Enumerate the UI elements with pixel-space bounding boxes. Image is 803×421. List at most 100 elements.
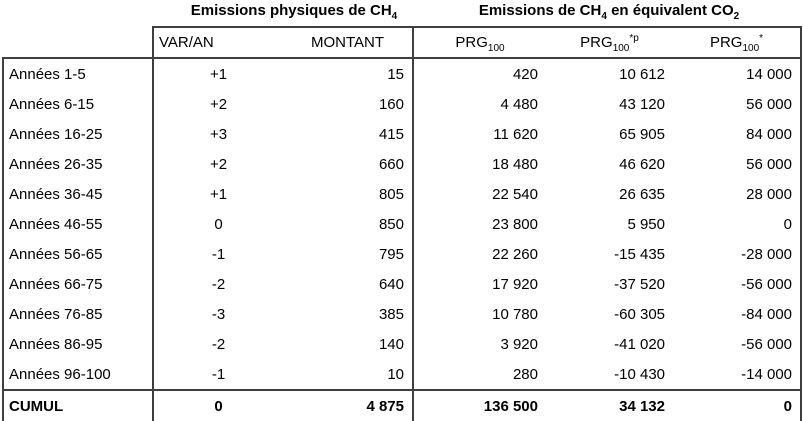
row-label-cell: Années 26-35 (2, 149, 154, 179)
prg100-cell: 18 480 (492, 155, 538, 173)
row-label-cell: Années 56-65 (2, 239, 154, 269)
prg100-star-cell: 28 000 (673, 179, 802, 209)
table-row: Années 6-15 +2 160 4 480 43 120 56 000 (2, 89, 802, 119)
col-header-prg100: PRG100 (413, 26, 546, 59)
prg100-cell: 280 (512, 365, 538, 383)
montant-cell: 160 (283, 89, 414, 119)
prg100-star-cell: -56 000 (673, 329, 802, 359)
var-an-cell: +2 (209, 155, 228, 173)
montant-cell: 850 (283, 209, 414, 239)
var-an-cell: -1 (211, 245, 226, 263)
prg100-star-cell: -56 000 (673, 269, 802, 299)
title-text: en équivalent CO (606, 2, 734, 19)
header-superscript: *p (629, 33, 639, 44)
col-header-montant: MONTANT (283, 26, 414, 59)
prg100-star-cell: -28 000 (673, 239, 802, 269)
prg100-star-p-cell: 43 120 (619, 95, 665, 113)
prg100-star-cell: 0 (673, 209, 802, 239)
prg100-star-cell: -84 000 (673, 299, 802, 329)
prg100-star-p-cell: 10 612 (619, 65, 665, 83)
prg100-cell: 420 (512, 65, 538, 83)
row-label-cell: Années 96-100 (2, 359, 154, 390)
prg100-star-cell: 0 (673, 389, 802, 421)
montant-cell: 795 (283, 239, 414, 269)
montant-cell: 15 (283, 58, 414, 89)
prg100-cell: 17 920 (492, 275, 538, 293)
row-label-cell: Années 16-25 (2, 119, 154, 149)
table-row: Années 26-35 +2 660 18 480 46 620 56 000 (2, 149, 802, 179)
montant-cell: 660 (283, 149, 414, 179)
montant-cell: 10 (283, 359, 414, 390)
prg100-cell: 136 500 (413, 389, 546, 421)
prg100-star-p-cell: -60 305 (614, 305, 665, 323)
montant-cell: 805 (283, 179, 414, 209)
montant-cell: 140 (283, 329, 414, 359)
var-an-cell: +3 (209, 125, 228, 143)
prg100-star-p-cell: 65 905 (619, 125, 665, 143)
table-row: Années 36-45 +1 805 22 540 26 635 28 000 (2, 179, 802, 209)
row-label-cell: Années 76-85 (2, 299, 154, 329)
var-an-cell: -2 (211, 275, 226, 293)
prg100-cell: 22 260 (492, 245, 538, 263)
var-an-cell: +1 (209, 65, 228, 83)
header-text: PRG (709, 34, 743, 51)
var-an-cell: -2 (211, 335, 226, 353)
prg100-cell: 4 480 (500, 95, 538, 113)
montant-cell: 4 875 (283, 389, 414, 421)
prg100-star-cell: 56 000 (673, 149, 802, 179)
row-label-cell: Années 6-15 (2, 89, 154, 119)
row-label-cell: Années 86-95 (2, 329, 154, 359)
table-row: Années 96-100 -1 10 280 -10 430 -14 000 (2, 359, 802, 390)
table-row: Années 56-65 -1 795 22 260 -15 435 -28 0… (2, 239, 802, 269)
header-subscript: 100 (487, 43, 505, 54)
table-row: Années 66-75 -2 640 17 920 -37 520 -56 0… (2, 269, 802, 299)
montant-cell: 385 (283, 299, 414, 329)
prg100-cell: 10 780 (492, 305, 538, 323)
table-row: Années 86-95 -2 140 3 920 -41 020 -56 00… (2, 329, 802, 359)
col-header-prg100-star: PRG100* (673, 26, 802, 59)
var-an-cell: 0 (214, 215, 223, 233)
prg100-cell: 3 920 (500, 335, 538, 353)
col-header-var-an: VAR/AN (152, 26, 283, 59)
table-row: Années 16-25 +3 415 11 620 65 905 84 000 (2, 119, 802, 149)
row-label-cell: Années 46-55 (2, 209, 154, 239)
cumul-total-row: CUMUL 0 4 875 136 500 34 132 0 (2, 389, 802, 421)
group-titles-row: Emissions physiques de CH4 Emissions de … (0, 0, 803, 26)
prg100-cell: 22 540 (492, 185, 538, 203)
header-text: PRG (455, 34, 488, 51)
table-row: Années 1-5 +1 15 420 10 612 14 000 (2, 58, 802, 89)
header-text: PRG (580, 34, 613, 51)
prg100-star-p-cell: 5 950 (627, 215, 665, 233)
prg100-star-cell: -14 000 (673, 359, 802, 390)
montant-cell: 640 (283, 269, 414, 299)
table-row: Années 46-55 0 850 23 800 5 950 0 (2, 209, 802, 239)
row-label-cell: Années 66-75 (2, 269, 154, 299)
var-an-cell: -1 (211, 365, 226, 383)
montant-cell: 415 (283, 119, 414, 149)
prg100-star-p-cell: -41 020 (614, 335, 665, 353)
prg100-star-p-cell: 34 132 (546, 389, 673, 421)
header-superscript: * (759, 33, 764, 44)
header-subscript: 100 (612, 43, 630, 54)
column-header-row: VAR/AN MONTANT PRG100 PRG100*p PRG100* (3, 26, 802, 59)
row-label-cell: Années 1-5 (2, 58, 154, 89)
prg100-star-p-cell: -37 520 (614, 275, 665, 293)
prg100-star-p-cell: 46 620 (619, 155, 665, 173)
prg100-star-p-cell: -10 430 (614, 365, 665, 383)
var-an-cell: 0 (153, 389, 283, 421)
header-subscript: 100 (742, 43, 760, 54)
title-subscript: 2 (733, 11, 740, 22)
prg100-cell: 11 620 (493, 125, 538, 143)
title-subscript: 4 (601, 11, 607, 22)
group-title-co2-equivalent-emissions: Emissions de CH4 en équivalent CO2 (418, 2, 800, 22)
group-title-physical-ch4-emissions: Emissions physiques de CH4 (158, 2, 430, 22)
title-subscript: 4 (391, 11, 398, 22)
prg100-cell: 23 800 (492, 215, 538, 233)
title-text: Emissions de CH (478, 2, 602, 19)
table-row: Années 76-85 -3 385 10 780 -60 305 -84 0… (2, 299, 802, 329)
col-header-empty (3, 27, 153, 59)
prg100-star-cell: 84 000 (673, 119, 802, 149)
var-an-cell: -3 (211, 305, 226, 323)
prg100-star-p-cell: 26 635 (619, 185, 665, 203)
